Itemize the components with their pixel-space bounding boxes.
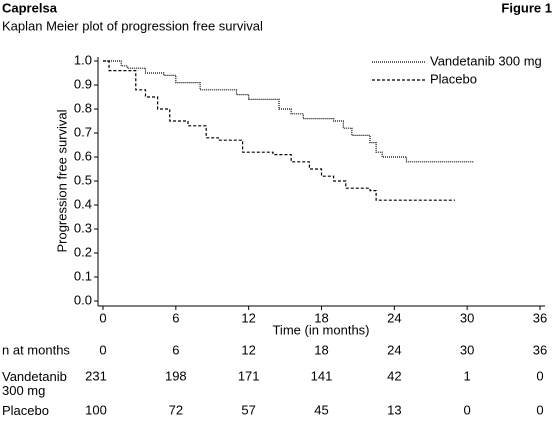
risk-time: 18 xyxy=(314,342,328,357)
risk-count: 0 xyxy=(536,402,543,417)
chart-title: Kaplan Meier plot of progression free su… xyxy=(2,18,263,33)
risk-count: 0 xyxy=(536,368,543,383)
x-tick-label: 30 xyxy=(460,310,474,325)
x-tick-label: 24 xyxy=(387,310,401,325)
y-tick-label: 0.6 xyxy=(74,148,92,163)
survival-curve xyxy=(103,60,456,201)
x-axis-label: Time (in months) xyxy=(272,322,369,337)
legend-label: Vandetanib 300 mg xyxy=(430,53,542,68)
risk-time: 6 xyxy=(172,342,179,357)
legend-label: Placebo xyxy=(430,71,477,86)
risk-time: 0 xyxy=(99,342,106,357)
risk-count: 42 xyxy=(387,368,401,383)
risk-time: 24 xyxy=(387,342,401,357)
risk-count: 57 xyxy=(241,402,255,417)
y-tick-label: 0.0 xyxy=(74,292,92,307)
risk-count: 171 xyxy=(238,368,260,383)
survival-curve xyxy=(103,60,474,163)
risk-count: 72 xyxy=(169,402,183,417)
y-tick-label: 0.3 xyxy=(74,220,92,235)
header: Caprelsa xyxy=(2,0,58,15)
risk-time: 30 xyxy=(460,342,474,357)
x-tick-label: 18 xyxy=(314,310,328,325)
y-tick-label: 0.4 xyxy=(74,196,92,211)
y-tick-label: 0.5 xyxy=(74,172,92,187)
risk-count: 13 xyxy=(387,402,401,417)
risk-count: 0 xyxy=(464,402,471,417)
x-tick-label: 36 xyxy=(533,310,547,325)
risk-count: 141 xyxy=(311,368,333,383)
risk-count: 45 xyxy=(314,402,328,417)
risk-count: 198 xyxy=(165,368,187,383)
risk-time: 36 xyxy=(533,342,547,357)
risk-row-label: Vandetanib 300 mg xyxy=(2,369,67,398)
y-tick-label: 0.8 xyxy=(74,100,92,115)
risk-header: n at months xyxy=(2,342,70,357)
x-tick-label: 12 xyxy=(241,310,255,325)
x-tick-label: 0 xyxy=(99,310,106,325)
y-tick-label: 0.9 xyxy=(74,76,92,91)
y-tick-label: 0.7 xyxy=(74,124,92,139)
risk-time: 12 xyxy=(241,342,255,357)
y-tick-label: 0.1 xyxy=(74,268,92,283)
risk-count: 231 xyxy=(85,368,107,383)
risk-count: 1 xyxy=(464,368,471,383)
y-axis-label: Progression free survival xyxy=(54,109,69,252)
y-tick-label: 0.2 xyxy=(74,244,92,259)
risk-count: 100 xyxy=(85,402,107,417)
risk-row-label: Placebo xyxy=(2,403,49,418)
y-tick-label: 1.0 xyxy=(74,52,92,67)
figure-label: Figure 1 xyxy=(501,0,552,15)
x-tick-label: 6 xyxy=(172,310,179,325)
